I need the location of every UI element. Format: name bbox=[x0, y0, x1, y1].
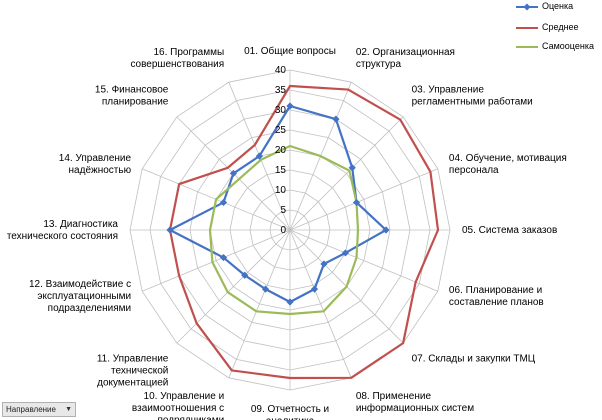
axis-label-line: планирование bbox=[102, 96, 169, 107]
grid-spoke bbox=[142, 229, 291, 292]
data-point bbox=[332, 115, 340, 123]
legend-label-score: Оценка bbox=[542, 1, 574, 11]
data-point bbox=[352, 198, 361, 207]
legend-swatch-average bbox=[516, 24, 538, 32]
data-point bbox=[261, 285, 270, 293]
axis-label-line: подрядчиками bbox=[157, 415, 224, 420]
axis-label: 09. Отчетность ианалитика bbox=[251, 404, 329, 420]
axis-label-line: 10. Управление и bbox=[144, 391, 225, 402]
tick-label: 30 bbox=[275, 105, 287, 116]
axis-label-line: технической bbox=[111, 366, 168, 377]
data-point bbox=[229, 169, 238, 178]
field-filter-label: Направление bbox=[6, 405, 56, 414]
axis-label-line: 12. Взаимодействие с bbox=[29, 279, 131, 290]
legend-label-self: Самооценка bbox=[542, 41, 594, 51]
axis-label-line: 09. Отчетность и bbox=[251, 404, 329, 415]
data-point bbox=[382, 226, 390, 234]
axis-label-line: 01. Общие вопросы bbox=[244, 45, 336, 57]
grid-spoke bbox=[228, 229, 291, 378]
data-point bbox=[219, 198, 228, 207]
legend-label-average: Среднее bbox=[542, 22, 579, 32]
axis-label-line: 05. Система заказов bbox=[462, 225, 557, 236]
grid-spoke bbox=[176, 229, 291, 344]
data-point bbox=[286, 298, 294, 306]
axis-label: 14. Управление надёжностью bbox=[59, 153, 132, 176]
tick-label: 10 bbox=[275, 185, 287, 196]
chevron-down-icon: ▼ bbox=[65, 406, 72, 413]
axis-label-line: надёжностью bbox=[69, 165, 132, 176]
axis-label-line: 11. Управление bbox=[97, 354, 169, 365]
axis-label: 13. Диагностика технического состояния bbox=[7, 219, 119, 242]
axis-label-line: 08. Применение bbox=[356, 391, 432, 402]
axis-label: 11. Управление технической документацией bbox=[97, 354, 169, 389]
axis-label-line: 07. Склады и закупки ТМЦ bbox=[412, 354, 536, 365]
axis-label-line: регламентными работами bbox=[412, 95, 533, 107]
axis-label-line: аналитика bbox=[266, 416, 315, 420]
tick-label: 35 bbox=[275, 85, 287, 96]
axis-label: 08. Применение информационных систем bbox=[356, 391, 474, 414]
axis-label: 03. Управление регламентными работами bbox=[412, 84, 533, 107]
axis-label-line: 04. Обучение, мотивация bbox=[449, 152, 567, 164]
tick-label: 40 bbox=[275, 65, 287, 76]
axis-label-line: 14. Управление bbox=[59, 153, 132, 164]
tick-label: 20 bbox=[275, 145, 287, 156]
axis-label-line: 06. Планирование и bbox=[449, 285, 542, 296]
axis-label-line: подразделениями bbox=[48, 303, 131, 314]
series-line bbox=[168, 84, 440, 380]
tick-label: 0 bbox=[280, 225, 286, 236]
axis-label-line: эксплуатационными bbox=[37, 291, 131, 302]
axis-label: 07. Склады и закупки ТМЦ bbox=[412, 354, 536, 365]
axis-label-line: взаимоотношения с bbox=[132, 403, 224, 414]
data-point bbox=[255, 152, 263, 160]
axis-label: 04. Обучение, мотивация персонала bbox=[449, 152, 567, 176]
data-point bbox=[310, 285, 319, 293]
data-point bbox=[166, 226, 174, 234]
axis-label-line: 02. Организационная bbox=[356, 47, 455, 58]
axis-label-line: 03. Управление bbox=[412, 84, 485, 95]
axis-label: 12. Взаимодействие с эксплуатационными под… bbox=[29, 279, 131, 314]
data-point bbox=[348, 164, 356, 172]
axis-label: 01. Общие вопросы bbox=[244, 45, 336, 57]
axis-label-line: документацией bbox=[97, 378, 168, 389]
tick-label: 15 bbox=[275, 165, 287, 176]
axis-label: 15. Финансовое планирование bbox=[95, 84, 169, 107]
grid-spoke bbox=[289, 168, 438, 231]
axis-label-line: совершенствования bbox=[130, 59, 224, 70]
axis-label-line: персонала bbox=[449, 165, 499, 176]
axis-label-line: технического состояния bbox=[7, 231, 118, 242]
grid-spoke bbox=[289, 116, 404, 231]
axis-label-line: составление планов bbox=[449, 297, 544, 308]
axis-label-line: информационных систем bbox=[356, 402, 474, 414]
series-line bbox=[208, 144, 360, 316]
grid-spoke bbox=[289, 229, 438, 292]
axis-label-line: структура bbox=[356, 59, 402, 70]
axis-label: 16. Программы совершенствования bbox=[130, 47, 224, 70]
axis-label: 05. Система заказов bbox=[462, 225, 557, 236]
tick-label: 5 bbox=[280, 205, 286, 216]
grid-spoke bbox=[289, 229, 352, 378]
legend: Оценка Среднее Самооценка bbox=[516, 0, 602, 58]
legend-swatch-self bbox=[516, 43, 538, 51]
axis-label: 02. Организационная структура bbox=[356, 47, 455, 70]
axis-label-line: 16. Программы bbox=[153, 47, 224, 58]
data-point bbox=[341, 249, 350, 257]
axis-label: 06. Планирование и составление планов bbox=[449, 285, 544, 308]
legend-swatch-score bbox=[516, 3, 538, 11]
data-point bbox=[286, 102, 294, 110]
data-point bbox=[241, 271, 249, 279]
axis-label-line: 15. Финансовое bbox=[95, 84, 169, 95]
axis-label-line: 13. Диагностика bbox=[43, 219, 118, 230]
tick-label: 25 bbox=[275, 125, 287, 136]
field-filter-button[interactable]: Направление ▼ bbox=[2, 402, 76, 417]
data-point bbox=[219, 253, 228, 262]
data-point bbox=[320, 260, 328, 268]
